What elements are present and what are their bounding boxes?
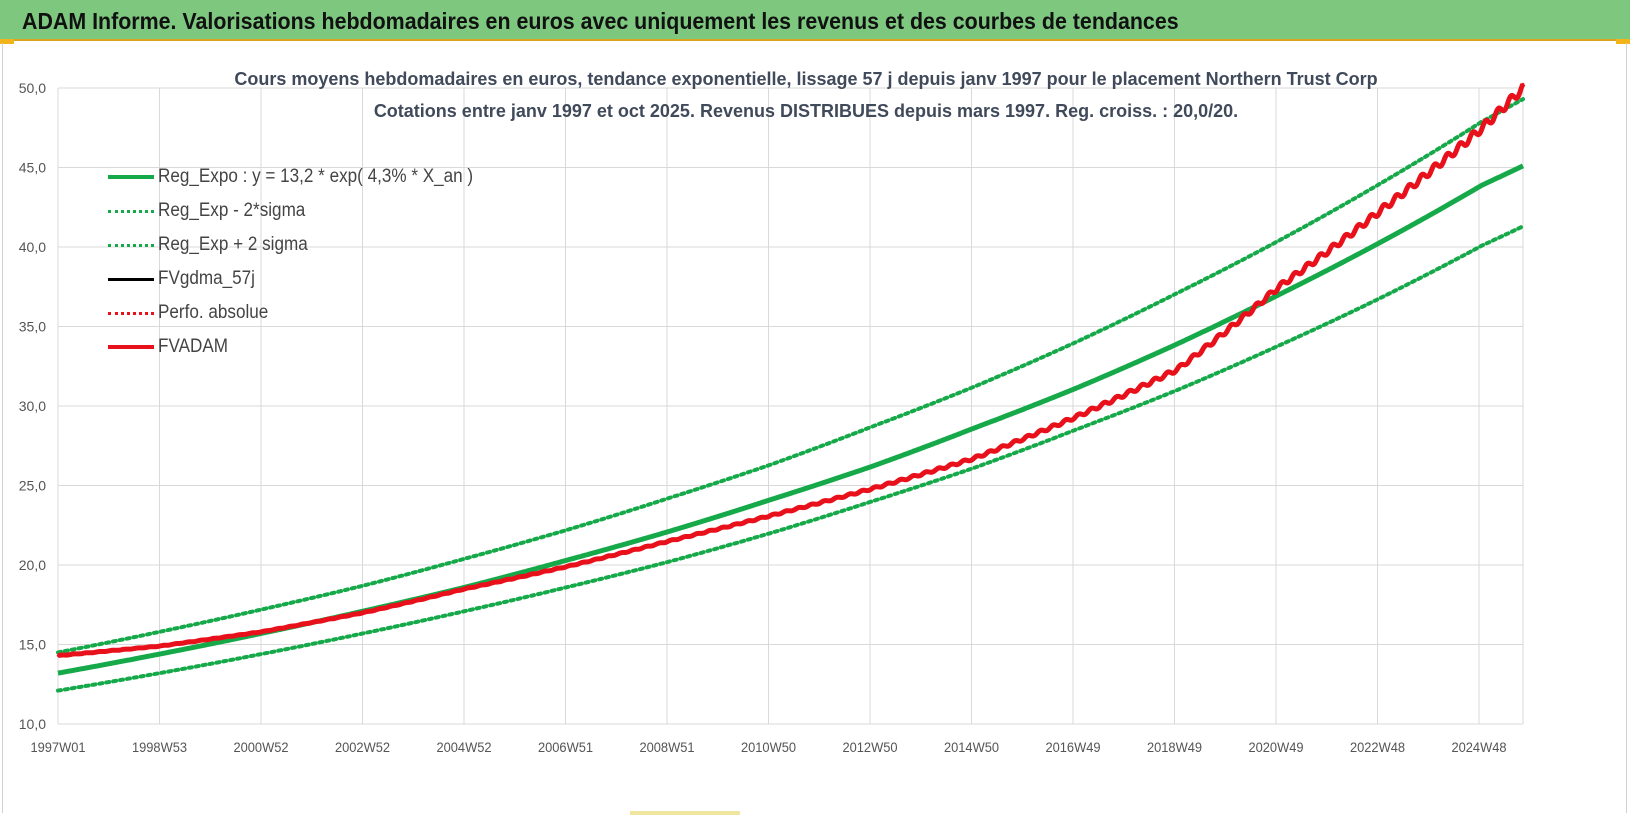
legend-item: FVADAM <box>108 330 508 364</box>
y-tick-label: 35,0 <box>19 319 46 335</box>
chart-legend: Reg_Expo : y = 13,2 * exp( 4,3% * X_an )… <box>108 160 508 364</box>
x-tick-label: 2010W50 <box>741 740 796 756</box>
x-tick-label: 2020W49 <box>1248 740 1303 756</box>
legend-swatch <box>108 311 154 315</box>
x-tick-label: 1997W01 <box>30 740 85 756</box>
chart-frame <box>2 43 1627 813</box>
y-tick-label: 15,0 <box>19 637 46 653</box>
series-line-1 <box>56 224 1525 693</box>
y-tick-label: 40,0 <box>19 239 46 255</box>
x-axis-ticks: 1997W01 1998W53 2000W52 2002W52 2004W52 2006W… <box>30 740 1506 756</box>
x-tick-label: 2016W49 <box>1045 740 1100 756</box>
y-tick-label: 25,0 <box>19 478 46 494</box>
grid-layer <box>57 87 1524 725</box>
legend-item: FVgdma_57j <box>108 262 508 296</box>
legend-item: Reg_Expo : y = 13,2 * exp( 4,3% * X_an ) <box>108 160 508 194</box>
corner-accent-right <box>1616 39 1630 44</box>
x-tick-label: 2012W50 <box>842 740 897 756</box>
legend-label: FVADAM <box>158 336 228 357</box>
y-tick-label: 10,0 <box>19 716 46 732</box>
x-tick-label: 2004W52 <box>436 740 491 756</box>
legend-swatch <box>108 277 154 281</box>
legend-item: Perfo. absolue <box>108 296 508 330</box>
chart-subtitle: Cotations entre janv 1997 et oct 2025. R… <box>373 101 1239 121</box>
chart-title: Cours moyens hebdomadaires en euros, ten… <box>234 69 1378 89</box>
legend-swatch <box>108 345 154 349</box>
report-banner: ADAM Informe. Valorisations hebdomadaire… <box>0 0 1630 41</box>
legend-label: Perfo. absolue <box>158 302 269 323</box>
x-tick-label: 2002W52 <box>335 740 390 756</box>
legend-item: Reg_Exp - 2*sigma <box>108 194 508 228</box>
x-tick-label: 2000W52 <box>233 740 288 756</box>
legend-label: Reg_Expo : y = 13,2 * exp( 4,3% * X_an ) <box>158 166 474 187</box>
y-tick-label: 45,0 <box>19 160 46 176</box>
y-tick-label: 50,0 <box>19 80 46 96</box>
x-tick-label: 2008W51 <box>639 740 694 756</box>
series-layer <box>56 82 1526 693</box>
x-tick-label: 2024W48 <box>1451 740 1506 756</box>
legend-label: Reg_Exp - 2*sigma <box>158 200 306 221</box>
legend-label: FVgdma_57j <box>158 268 255 289</box>
x-tick-label: 2018W49 <box>1147 740 1202 756</box>
legend-swatch <box>108 175 154 179</box>
y-tick-label: 30,0 <box>19 398 46 414</box>
series-line-5 <box>56 82 1526 659</box>
report-title: ADAM Informe. Valorisations hebdomadaire… <box>22 8 1179 34</box>
x-tick-label: 2006W51 <box>538 740 593 756</box>
corner-accent-left <box>0 39 14 44</box>
bottom-accent <box>630 811 740 815</box>
legend-label: Reg_Exp + 2 sigma <box>158 234 308 255</box>
legend-swatch <box>108 209 154 213</box>
x-tick-label: 2022W48 <box>1350 740 1405 756</box>
x-tick-label: 2014W50 <box>944 740 999 756</box>
y-axis-ticks: 10,0 15,0 20,0 25,0 30,0 35,0 40,0 45,0 50,0 <box>19 80 46 732</box>
legend-swatch <box>108 243 154 247</box>
y-tick-label: 20,0 <box>19 557 46 573</box>
series-line-2 <box>56 97 1525 655</box>
x-tick-label: 1998W53 <box>132 740 187 756</box>
legend-item: Reg_Exp + 2 sigma <box>108 228 508 262</box>
